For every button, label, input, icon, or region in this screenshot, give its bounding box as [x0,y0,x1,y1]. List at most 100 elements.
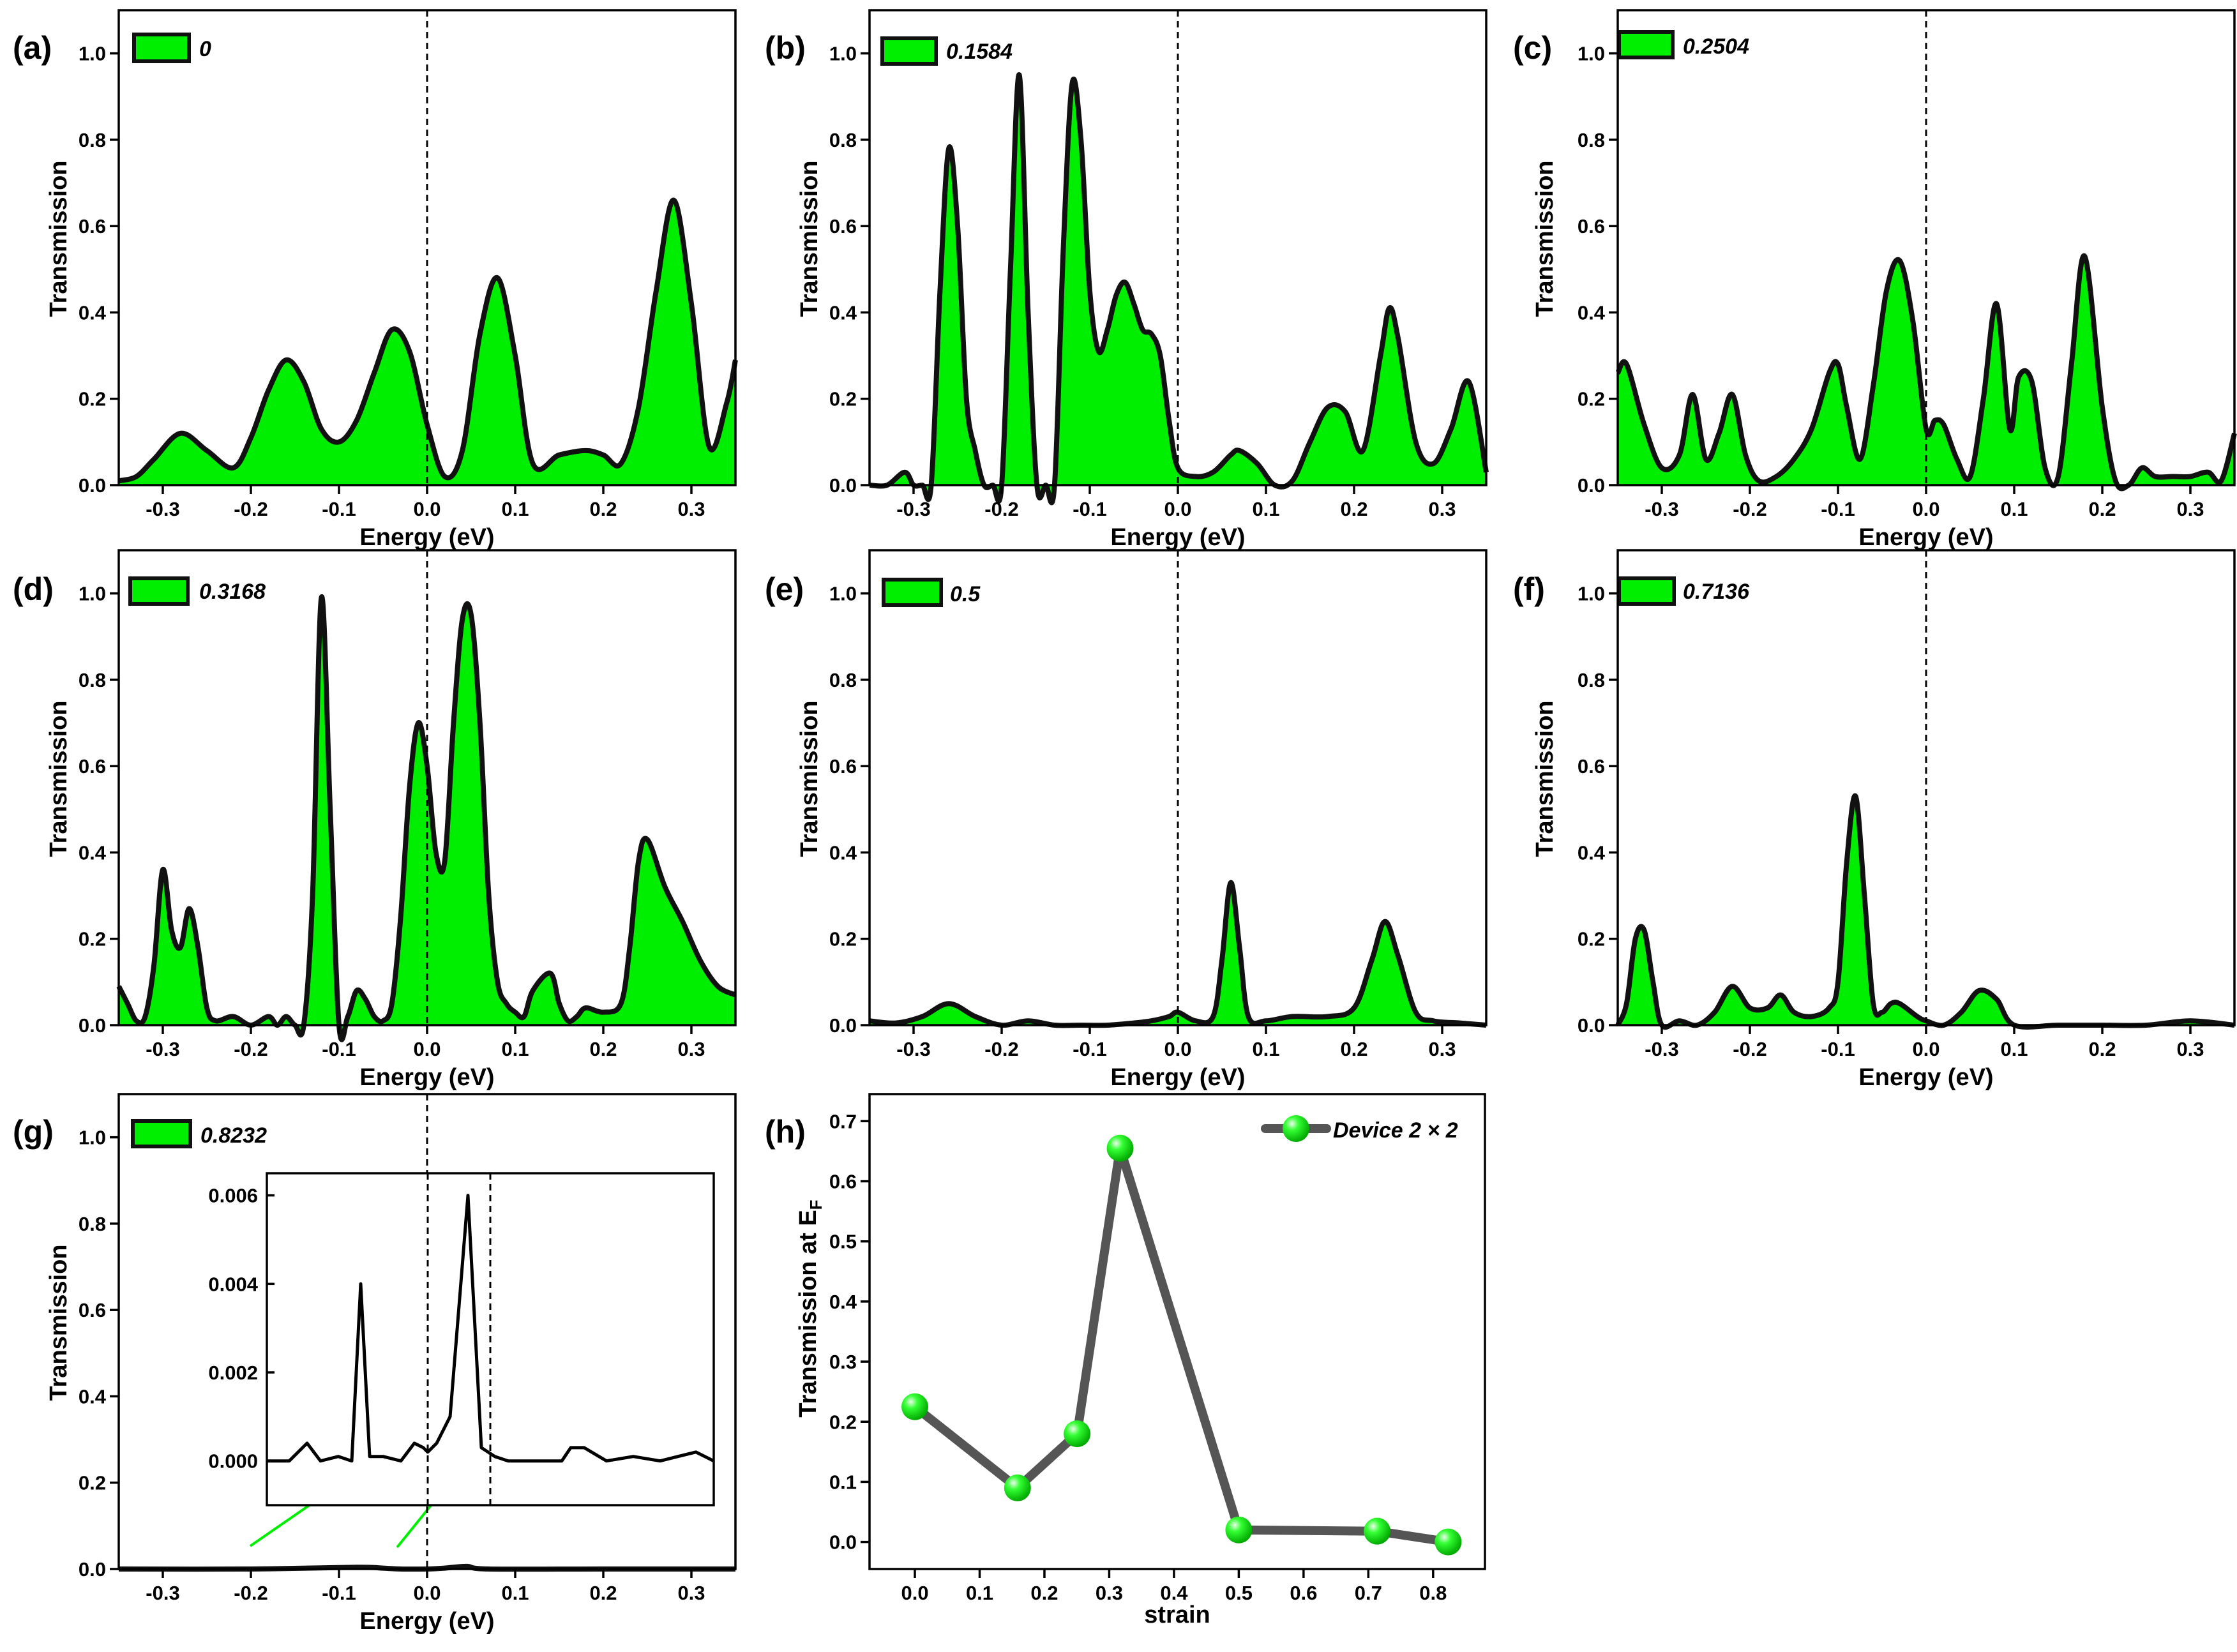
x-tick-label: 0.3 [677,1038,705,1060]
x-tick-label: 0.0 [1912,498,1939,520]
legend-swatch [882,578,943,607]
y-axis-label: Transmission [796,701,823,857]
plot-area [116,550,737,1042]
y-axis-label: Transmission [45,1245,72,1401]
plot-area [118,10,738,485]
y-tick-label: 0.2 [79,1472,106,1494]
y-tick-label: 0.8 [829,669,857,691]
y-tick-label: 1.0 [79,583,106,605]
panel-label: (g) [13,1114,54,1150]
y-tick-label: 0.4 [79,301,107,324]
x-tick-label: 0.5 [1225,1582,1253,1604]
legend-marker [1283,1115,1309,1142]
x-tick-label: -0.3 [146,1582,179,1604]
x-tick-label: 0.1 [1252,1038,1279,1060]
x-tick-label: -0.3 [146,498,179,520]
legend: 0 [132,33,211,63]
y-axis-label: Transmission [45,701,72,857]
strain-data-point [1225,1516,1253,1543]
panel-e: (e) 0.5 Transmission Energy (eV) -0.3 -0.… [765,549,1488,1091]
x-tick-label: -0.3 [146,1038,179,1060]
y-tick-label: 0.0 [1578,1014,1605,1037]
legend-swatch [128,576,190,606]
y-tick-label: 0.8 [79,1213,106,1235]
x-tick-label: -0.1 [322,1582,356,1604]
x-axis-label: strain [1144,1602,1210,1628]
legend-label: 0.5 [950,582,981,606]
y-tick-label: 0.2 [79,388,106,410]
legend: 0.3168 [128,576,266,606]
inset-y-tick-label: 0.000 [208,1450,258,1473]
y-tick-label: 0.8 [79,669,106,691]
legend-label: 0.7136 [1683,580,1750,604]
panel-d: (d) 0.3168 Transmission Energy (eV) -0.3… [13,549,737,1091]
x-axis-label: Energy (eV) [359,524,494,551]
y-tick-label: 0.4 [829,1291,857,1313]
x-tick-label: 0.1 [2000,498,2028,520]
y-tick-label: 0.0 [829,474,857,497]
plot-area [869,550,1487,1028]
x-tick-label: -0.3 [896,1038,930,1060]
panel-g: (g) 0.8232 Transmission Energy (eV) -0.3… [13,1093,737,1635]
x-axis-label: Energy (eV) [1110,524,1245,551]
legend: 0.8232 [131,1119,267,1148]
legend: 0.2504 [1617,30,1749,59]
y-tick-label: 0.7 [829,1110,857,1132]
strain-data-point [1435,1528,1462,1556]
x-tick-label: 0.2 [1340,1038,1367,1060]
legend-swatch [132,33,191,63]
x-tick-label: -0.2 [984,1038,1018,1060]
x-tick-label: -0.2 [234,498,267,520]
y-tick-label: 0.4 [1578,301,1606,324]
strain-data-point [901,1393,929,1420]
x-tick-label: -0.2 [234,1582,267,1604]
strain-data-point [1106,1134,1134,1162]
x-tick-label: 0.0 [901,1582,928,1604]
y-tick-label: 0.2 [829,388,857,410]
y-tick-label: 0.6 [79,215,106,237]
x-tick-label: -0.3 [896,498,930,520]
y-tick-label: 0.2 [1578,388,1605,410]
x-tick-label: -0.1 [1821,1038,1855,1060]
panel-f: (f) 0.7136 Transmission Energy (eV) -0.3… [1513,549,2236,1091]
x-axis-label: Energy (eV) [359,1064,494,1091]
x-tick-label: 0.3 [1096,1582,1123,1604]
panel-label: (b) [765,30,806,66]
x-tick-label: 0.2 [1030,1582,1058,1604]
x-tick-label: 0.2 [2088,1038,2116,1060]
inset-transmission-line [267,1194,715,1463]
x-tick-label: 0.0 [413,1582,441,1604]
transmission-area [119,596,735,1040]
x-tick-label: 0.1 [501,1582,529,1604]
y-tick-label: 1.0 [829,583,857,605]
y-tick-label: 0.6 [79,1299,106,1321]
x-tick-label: 0.3 [2176,1038,2204,1060]
x-tick-label: 0.3 [677,498,705,520]
x-tick-label: 0.2 [2088,498,2116,520]
legend-label: 0.1584 [946,40,1013,64]
x-tick-label: -0.1 [322,498,356,520]
inset-y-tick-label: 0.004 [208,1273,258,1295]
x-tick-label: 0.3 [677,1582,705,1604]
y-tick-label: 0.4 [829,841,857,864]
y-axis-label: Transmission [45,161,72,317]
y-tick-label: 1.0 [79,43,106,65]
panel-label: (a) [13,30,52,66]
x-tick-label: 0.1 [501,498,529,520]
strain-data-point [1004,1474,1031,1501]
y-tick-label: 0.8 [79,129,106,151]
y-tick-label: 0.2 [1578,928,1605,950]
x-tick-label: 0.3 [2176,498,2204,520]
y-tick-label: 0.4 [79,841,107,864]
x-tick-label: 0.8 [1419,1582,1447,1604]
plot-area [869,10,1489,506]
panel-b: (b) 0.1584 Transmission Energy (eV) -0.3… [765,9,1489,551]
x-tick-label: 0.3 [1428,1038,1456,1060]
x-tick-label: 0.0 [1164,1038,1191,1060]
x-tick-label: 0.2 [589,1038,617,1060]
y-tick-label: 0.6 [79,755,106,777]
x-tick-label: 0.1 [1252,498,1279,520]
legend: 0.5 [882,578,981,607]
x-tick-label: 0.6 [1290,1582,1317,1604]
x-axis-label: Energy (eV) [1110,1064,1245,1091]
